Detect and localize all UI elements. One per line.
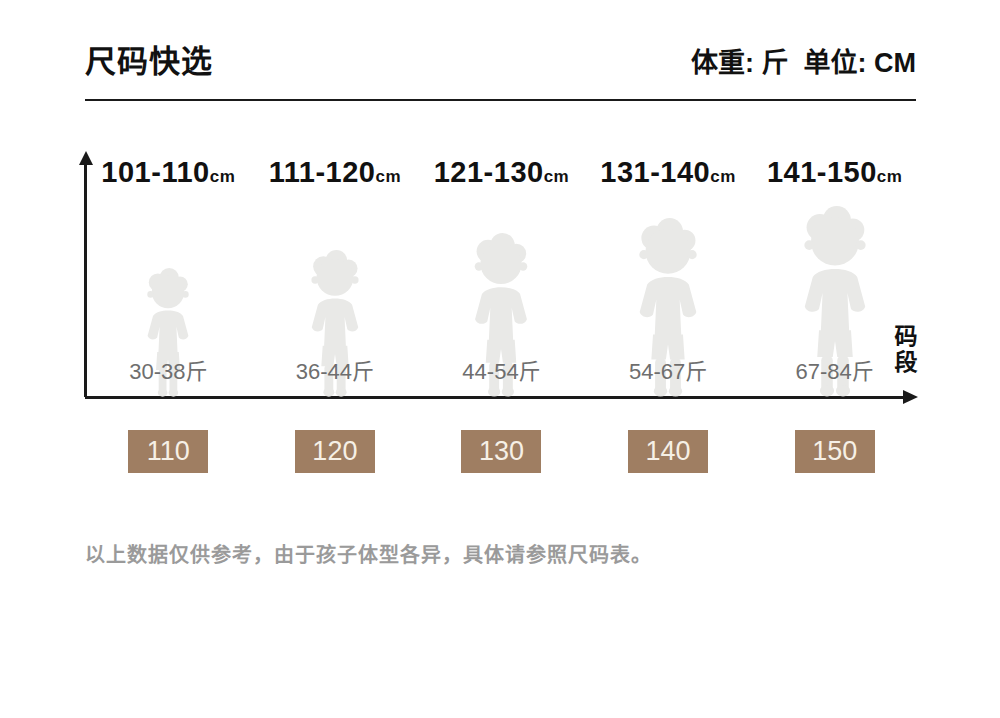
height-range-value: 101-110 — [101, 156, 209, 188]
height-unit: cm — [375, 167, 401, 186]
height-range-label: 141-150cm — [767, 156, 903, 189]
height-unit: cm — [210, 167, 236, 186]
size-column-150: 141-150cm 67-84斤 — [751, 150, 918, 397]
size-box-slot: 150 — [751, 430, 918, 473]
disclaimer-note: 以上数据仅供参考，由于孩子体型各异，具体请参照尺码表。 — [85, 539, 652, 568]
height-range-label: 121-130cm — [434, 156, 570, 189]
size-button-130[interactable]: 130 — [461, 430, 541, 473]
size-column-140: 131-140cm 54-67斤 — [585, 150, 752, 397]
size-chart-area: 101-110cm 30-38斤 111-120cm 36-44斤 121-13… — [85, 150, 918, 397]
height-range-value: 111-120 — [269, 156, 376, 188]
weight-range-label: 67-84斤 — [796, 353, 874, 385]
height-range-value: 131-140 — [600, 156, 710, 188]
height-unit: cm — [877, 167, 903, 186]
height-range-value: 121-130 — [434, 156, 544, 188]
weight-range-label: 44-54斤 — [462, 353, 540, 385]
size-box-slot: 140 — [585, 430, 752, 473]
unit-info-label: 体重: 斤 单位: CM — [691, 41, 916, 80]
header-divider — [85, 99, 916, 101]
page-title: 尺码快选 — [85, 36, 213, 81]
weight-range-label: 54-67斤 — [629, 353, 707, 385]
size-button-140[interactable]: 140 — [628, 430, 708, 473]
size-column-110: 101-110cm 30-38斤 — [85, 150, 252, 397]
height-range-label: 111-120cm — [269, 156, 401, 189]
weight-range-label: 36-44斤 — [296, 353, 374, 385]
size-button-150[interactable]: 150 — [795, 430, 875, 473]
weight-range-label: 30-38斤 — [129, 353, 207, 385]
size-quick-select-panel: 尺码快选 体重: 斤 单位: CM 码段 101-110cm 30-38斤 11… — [0, 0, 1000, 718]
size-box-slot: 130 — [418, 430, 585, 473]
height-range-label: 101-110cm — [101, 156, 235, 189]
height-range-value: 141-150 — [767, 156, 877, 188]
size-box-slot: 110 — [85, 430, 252, 473]
height-unit: cm — [710, 167, 736, 186]
size-button-120[interactable]: 120 — [295, 430, 375, 473]
height-unit: cm — [544, 167, 570, 186]
size-button-110[interactable]: 110 — [128, 430, 208, 473]
size-box-slot: 120 — [252, 430, 419, 473]
size-column-130: 121-130cm 44-54斤 — [418, 150, 585, 397]
height-range-label: 131-140cm — [600, 156, 736, 189]
size-code-row: 110 120 130 140 150 — [85, 430, 918, 473]
size-column-120: 111-120cm 36-44斤 — [252, 150, 419, 397]
